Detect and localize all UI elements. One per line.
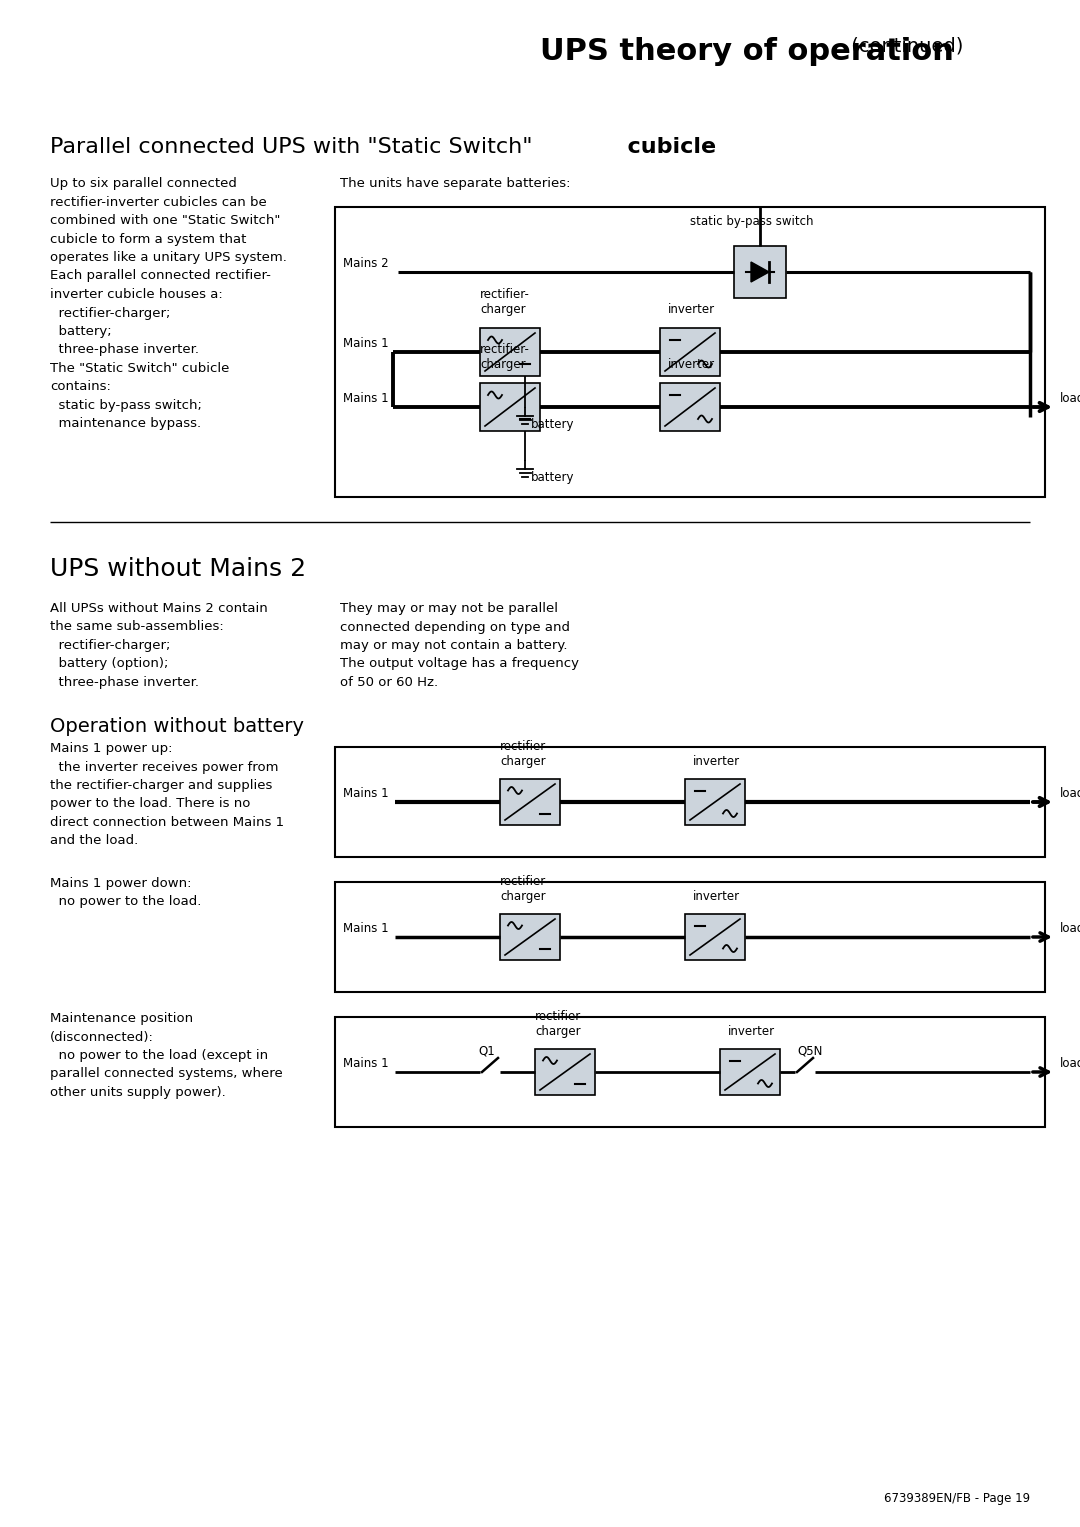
Text: Up to six parallel connected
rectifier-inverter cubicles can be
combined with on: Up to six parallel connected rectifier-i… [50,177,287,431]
Text: Parallel connected UPS with "Static Switch": Parallel connected UPS with "Static Swit… [50,137,532,157]
Bar [335,747,1045,857]
Text: Operation without battery: Operation without battery [50,718,303,736]
Bar [480,383,540,431]
Text: UPS theory of operation: UPS theory of operation [540,37,954,66]
Bar [335,883,1045,993]
Text: All UPSs without Mains 2 contain
the same sub-assemblies:
  rectifier-charger;
 : All UPSs without Mains 2 contain the sam… [50,602,268,689]
Text: Q1: Q1 [478,1044,495,1058]
Text: Mains 1: Mains 1 [343,922,389,935]
Text: inverter: inverter [669,302,715,316]
Bar [660,383,720,431]
Text: The units have separate batteries:: The units have separate batteries: [340,177,570,189]
Text: Mains 1: Mains 1 [343,392,389,405]
Text: Mains 1 power down:
  no power to the load.: Mains 1 power down: no power to the load… [50,876,201,909]
Bar [720,1049,780,1095]
Text: (continued): (continued) [845,37,963,56]
Text: load: load [1059,922,1080,935]
Text: Mains 1: Mains 1 [343,1057,389,1070]
Bar [500,779,561,825]
Bar [335,208,1045,496]
Text: Mains 2: Mains 2 [343,257,389,270]
Bar [535,1049,595,1095]
Text: load: load [1059,392,1080,405]
Text: static by-pass switch: static by-pass switch [690,215,813,228]
Text: They may or may not be parallel
connected depending on type and
may or may not c: They may or may not be parallel connecte… [340,602,579,689]
Text: Q5N: Q5N [797,1044,822,1058]
Text: load: load [1059,786,1080,800]
Text: rectifier-
charger: rectifier- charger [500,741,550,768]
Bar [335,1017,1045,1127]
Text: battery: battery [531,418,575,431]
Text: battery: battery [531,470,575,484]
Polygon shape [751,263,769,282]
Bar [660,328,720,376]
Text: 6739389EN/FB - Page 19: 6739389EN/FB - Page 19 [883,1492,1030,1506]
Text: inverter: inverter [669,357,715,371]
Text: cubicle: cubicle [612,137,716,157]
Text: rectifier-
charger: rectifier- charger [480,344,530,371]
Text: load: load [1059,1057,1080,1070]
Bar [734,246,786,298]
Text: UPS without Mains 2: UPS without Mains 2 [50,557,306,580]
Text: Mains 1: Mains 1 [343,786,389,800]
Bar [480,328,540,376]
Text: inverter: inverter [728,1025,775,1038]
Text: inverter: inverter [693,890,740,902]
Bar [685,915,745,960]
Bar [685,779,745,825]
Text: rectifier-
charger: rectifier- charger [480,289,530,316]
Text: rectifier-
charger: rectifier- charger [500,875,550,902]
Text: Mains 1 power up:
  the inverter receives power from
the rectifier-charger and s: Mains 1 power up: the inverter receives … [50,742,284,847]
Text: Maintenance position
(disconnected):
  no power to the load (except in
parallel : Maintenance position (disconnected): no … [50,1012,283,1099]
Text: inverter: inverter [693,754,740,768]
Text: rectifier-
charger: rectifier- charger [535,1009,585,1038]
Text: Mains 1: Mains 1 [343,337,389,350]
Bar [500,915,561,960]
